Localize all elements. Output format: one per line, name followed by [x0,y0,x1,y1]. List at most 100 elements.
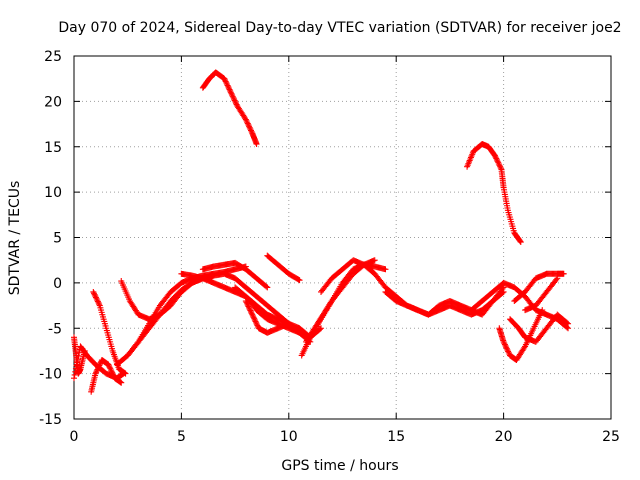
data-point [95,365,102,372]
data-point [118,379,125,386]
data-point [244,300,251,307]
data-point [253,321,260,328]
data-point [96,361,103,368]
data-point [504,347,511,354]
y-tick-label: 25 [44,49,62,65]
data-point [493,155,500,162]
data-point [244,120,251,127]
data-point [505,348,512,355]
data-point [95,363,102,370]
data-point [264,284,271,291]
data-point [250,314,257,321]
data-point [110,372,117,379]
grid-lines [74,56,611,419]
data-point [242,298,249,305]
y-tick-label: -10 [39,367,62,383]
data-point [493,156,500,163]
axis-ticks [73,55,612,420]
data-point [495,159,502,166]
data-point [242,116,249,123]
series-track-q [507,311,572,345]
x-tick-labels: 0 5 10 15 20 25 [70,429,620,445]
data-point [246,124,253,131]
data-point [243,117,250,124]
data-point [497,163,504,170]
data-point [94,297,101,304]
data-point [245,303,252,310]
series-track-b [90,288,129,377]
data-point [499,289,506,296]
x-tick-label: 10 [280,429,298,445]
y-axis-label: SDTVAR / TECUs [7,181,23,296]
data-point [92,293,99,300]
data-point [122,370,129,377]
data-point [554,275,561,282]
data-point [251,317,258,324]
y-tick-label: 20 [44,94,62,110]
x-tick-label: 0 [70,429,79,445]
data-point [109,369,116,376]
data-point [254,322,261,329]
data-point [243,299,250,306]
series-track-e [113,270,292,368]
series-track-u [464,141,524,246]
data-point [106,362,113,369]
data-point [107,365,114,372]
series-track-r [511,270,567,305]
data-point [247,308,254,315]
data-point [495,160,502,167]
data-point [502,342,509,349]
y-tick-label: 0 [53,276,62,292]
data-point [228,90,235,97]
data-point [244,302,251,309]
data-point [94,298,101,305]
data-point [222,77,229,84]
x-tick-label: 15 [387,429,405,445]
series-track-n [382,288,507,318]
data-point [492,154,499,161]
y-tick-label: -5 [48,321,62,337]
data-point [231,97,238,104]
data-point [246,306,253,313]
data-point [71,375,77,382]
data-point [76,349,83,356]
series-track-i [199,259,271,291]
data-point [316,326,323,333]
y-tick-label: 15 [44,140,62,156]
data-point [503,344,510,351]
data-point [244,119,251,126]
series-track-p [496,307,546,364]
x-tick-label: 5 [177,429,186,445]
data-point [501,340,508,347]
data-point [500,338,507,345]
data-point [71,371,78,378]
series-track-h [242,298,325,341]
data-point [107,366,114,373]
series-track-v [71,334,88,377]
data-point [90,290,97,297]
data-point [223,79,230,86]
chart-title: Day 070 of 2024, Sidereal Day-to-day VTE… [58,20,621,36]
data-point [501,341,508,348]
data-point [494,158,501,165]
data-point [93,369,100,376]
data-point [227,89,234,96]
series-track-t [199,69,260,148]
data-point [539,307,546,314]
data-point [225,85,232,92]
data-point [371,257,378,264]
x-tick-label: 25 [602,429,620,445]
data-point [248,310,255,317]
data-point [263,283,270,290]
data-point [226,86,233,93]
data-point [517,238,524,245]
data-point [553,276,560,283]
y-tick-label: -15 [39,412,62,428]
series-track-o [468,279,572,332]
data-point [247,307,254,314]
series-track-s [522,275,561,314]
data-point [230,94,237,101]
data-point [500,288,507,295]
data-point [247,126,254,133]
y-tick-label: 5 [53,231,62,247]
